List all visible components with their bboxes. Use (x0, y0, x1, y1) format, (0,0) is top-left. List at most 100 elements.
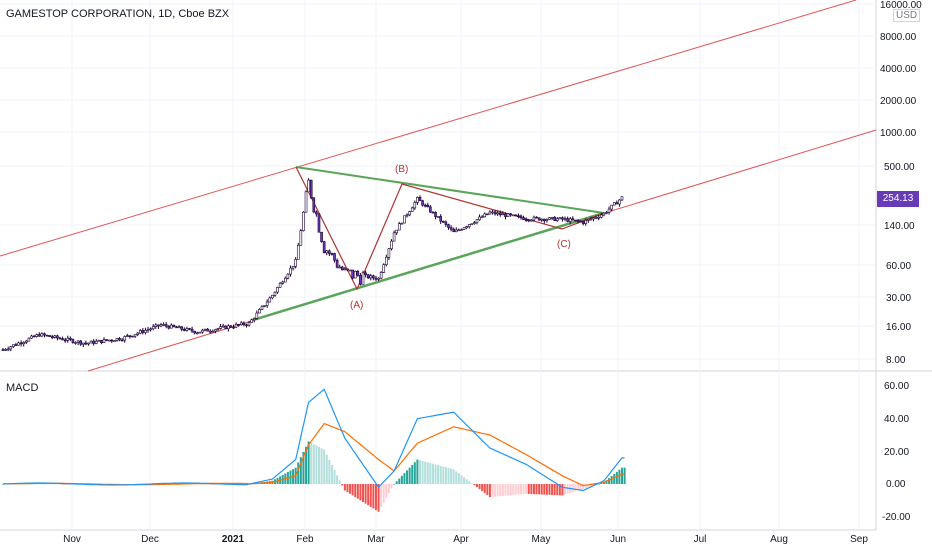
candle (107, 339, 111, 342)
candle (392, 232, 396, 242)
candle (522, 217, 525, 220)
candle (159, 324, 163, 327)
price-tick-16000: 16000.00 (880, 0, 922, 11)
candle (4, 349, 7, 351)
candle (291, 265, 295, 269)
candle (558, 217, 562, 220)
candle (395, 229, 398, 234)
candle (346, 268, 349, 271)
candle (379, 272, 383, 279)
candle (597, 216, 601, 219)
candle (71, 339, 75, 343)
triangle-upper-line[interactable] (295, 166, 605, 214)
macd-hist-bar (51, 483, 54, 485)
candle (208, 330, 212, 333)
macd-hist-bar (553, 484, 556, 496)
macd-hist-bar (600, 483, 603, 484)
candle (37, 334, 41, 337)
candle (115, 338, 119, 341)
macd-hist-bar (393, 484, 396, 485)
candle (452, 228, 455, 233)
candle (563, 218, 567, 220)
macd-hist-bar (597, 484, 600, 485)
candle (1, 349, 5, 351)
candle (289, 267, 292, 275)
candle (449, 227, 453, 230)
candle (509, 213, 512, 216)
candle (92, 340, 95, 344)
candle (113, 340, 116, 342)
candles (1, 178, 624, 352)
macd-hist-bar (400, 475, 403, 484)
candle (190, 328, 194, 332)
macd-hist-bar (64, 484, 67, 485)
macd-hist-bar (488, 484, 491, 498)
candle (390, 240, 393, 250)
macd-hist-bar (587, 484, 590, 488)
macd-hist-bar (61, 484, 64, 485)
macd-hist-bar (333, 470, 336, 484)
triangle-lower-line[interactable] (252, 211, 605, 322)
macd-histogram (2, 441, 626, 512)
candle (102, 339, 106, 343)
candle (183, 329, 186, 331)
candle (441, 220, 445, 223)
macd-hist-bar (566, 484, 569, 494)
candle (87, 342, 90, 345)
wave-label-c: (C) (557, 239, 571, 250)
candle (496, 212, 499, 215)
macd-hist-bar (548, 484, 551, 495)
macd-hist-bar (406, 470, 409, 484)
macd-hist-bar (468, 481, 471, 484)
price-tick-16: 16.00 (886, 322, 911, 333)
candle (387, 248, 391, 258)
candle (17, 342, 20, 346)
candle (397, 223, 401, 231)
price-tick-60: 60.00 (886, 261, 911, 272)
macd-hist-bar (494, 484, 497, 497)
price-tick-8: 8.00 (886, 355, 906, 366)
macd-hist-bar (315, 445, 318, 484)
channel-upper-line[interactable] (0, 0, 857, 257)
time-tick-mar: Mar (367, 534, 385, 545)
candle (330, 253, 334, 255)
candle (340, 266, 344, 271)
time-tick-feb: Feb (296, 534, 314, 545)
macd-hist-bar (362, 484, 365, 502)
candle (302, 211, 305, 231)
macd-hist-bar (486, 484, 489, 496)
macd-hist-bar (501, 484, 504, 496)
macd-hist-bar (312, 444, 315, 484)
candle (480, 216, 484, 219)
macd-line (2, 388, 625, 492)
macd-hist-bar (507, 484, 510, 496)
last-price-tag: 254.13 (877, 191, 919, 207)
wave-abc-lines[interactable] (295, 166, 605, 291)
macd-hist-bar (545, 484, 548, 495)
candle (263, 305, 266, 307)
macd-hist-bar (209, 484, 212, 485)
macd-hist-bar (320, 448, 323, 484)
macd-hist-bar (330, 465, 333, 484)
macd-hist-bar (481, 484, 484, 492)
candle (136, 332, 139, 335)
macd-hist-bar (442, 466, 445, 484)
candle (501, 213, 505, 216)
candle (9, 346, 13, 350)
candle (234, 324, 238, 328)
currency-label[interactable]: USD (893, 9, 921, 22)
candle (138, 330, 142, 334)
macd-hist-bar (491, 484, 494, 497)
macd-hist-bar (504, 484, 507, 496)
macd-hist-bar (571, 484, 574, 493)
price-tick-8000: 8000.00 (880, 32, 917, 43)
macd-hist-bar (338, 480, 341, 484)
time-tick-jul: Jul (694, 534, 707, 545)
candle (227, 325, 230, 330)
candle (372, 275, 375, 279)
candle (514, 214, 518, 217)
macd-hist-bar (297, 462, 300, 484)
candle (180, 326, 184, 330)
macd-hist-bar (457, 473, 460, 484)
